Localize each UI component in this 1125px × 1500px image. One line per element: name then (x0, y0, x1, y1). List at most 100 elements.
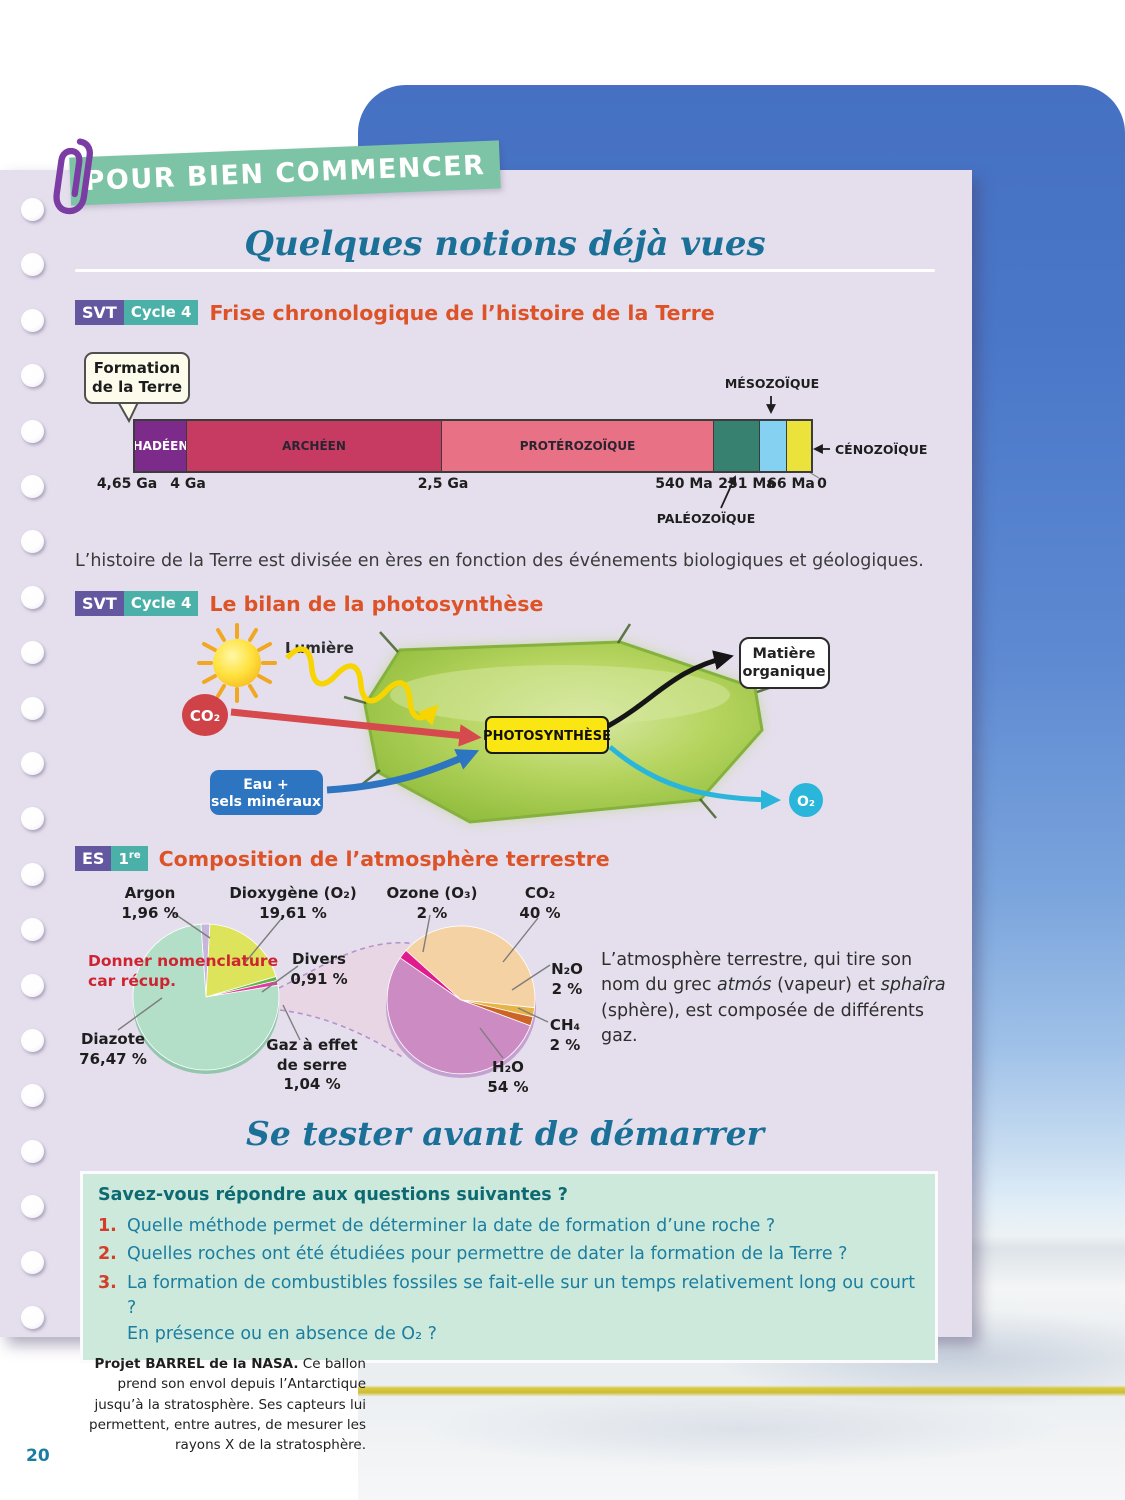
o2-arrow (608, 745, 781, 810)
binder-hole (21, 308, 44, 332)
timeline-tick: 2,5 Ga (417, 476, 469, 492)
pie-label-co2: CO₂ 40 % (519, 884, 561, 922)
paperclip-icon (53, 138, 93, 215)
quiz-header: Savez-vous répondre aux questions suivan… (98, 1185, 568, 1205)
funnel-edge-top (278, 942, 417, 989)
pie-slice (386, 957, 531, 1075)
question-number: 3. (98, 1272, 117, 1293)
binder-hole (21, 253, 44, 277)
text-segment: (vapeur) et (771, 975, 881, 996)
editor-note: Donner nomenclature car récup. (88, 952, 279, 991)
intro-text: L’histoire de la Terre est divisée en èr… (75, 551, 924, 571)
o2-label: O₂ (797, 794, 815, 810)
formation-bubble: Formation de la Terre (84, 352, 190, 405)
pie-slice (132, 923, 280, 1071)
eau-arrow (326, 749, 480, 794)
eau-label-2: sels minéraux (211, 794, 321, 810)
pie-air-composition (132, 923, 280, 1071)
photosynthese-label: PHOTOSYNTHÈSE (483, 728, 611, 744)
timeline-era-protérozoïque: PROTÉROZOÏQUE (442, 421, 714, 471)
timeline-era-archéen: ARCHÉEN (187, 421, 442, 471)
timeline-tick: 66 Ma (767, 476, 815, 492)
question-text: Quelles roches ont été étudiées pour per… (127, 1244, 848, 1265)
pie-label-dioxygene: Dioxygène (O₂) 19,61 % (229, 884, 357, 922)
binder-hole (21, 475, 44, 498)
pie-label-ch4: CH₄ 2 % (549, 1016, 581, 1054)
zoom-funnel (279, 943, 414, 1058)
binder-hole (21, 530, 44, 554)
text-segment: Projet BARREL de la NASA. (94, 1356, 299, 1372)
divider (75, 269, 935, 272)
self-test-title: Se tester avant de démarrer (246, 1114, 764, 1153)
pie-label-h2o: H₂O 54 % (487, 1058, 529, 1096)
matiere-box (739, 637, 830, 689)
binder-hole (21, 419, 44, 443)
section-photosynthese-header: SVT Cycle 4 Le bilan de la photosynthèse (75, 591, 543, 616)
pie-label-ozone: Ozone (O₃) 2 % (386, 884, 478, 922)
binder-hole (21, 198, 44, 221)
quiz-question: 1. Quelle méthode permet de déterminer la… (98, 1214, 920, 1239)
section-atmosphere-header: ES 1re Composition de l’atmosphère terre… (75, 846, 610, 871)
paleozoique-label: PALÉOZOÏQUE (656, 511, 756, 526)
binder-hole (21, 807, 44, 831)
binder-hole (21, 1139, 44, 1163)
lumiere-label: Lumière (285, 639, 354, 657)
mesozoique-label: MÉSOZOÏQUE (724, 376, 820, 391)
co2-bubble (182, 694, 228, 736)
co2-label: CO₂ (190, 707, 220, 725)
timeline-tick: 4 Ga (170, 476, 206, 492)
question-number: 2. (98, 1244, 117, 1265)
svt-cycle4-badge: SVT Cycle 4 (75, 300, 199, 325)
binder-hole (21, 862, 44, 886)
photosynthese-box (485, 716, 609, 754)
timeline-tick: 251 Ma (718, 476, 776, 492)
binder-hole (21, 918, 44, 942)
pie-label-diazote: Diazote 76,47 % (79, 1030, 147, 1068)
text-segment: Ce ballon prend son envol depuis l’Antar… (89, 1356, 366, 1453)
binder-hole (21, 641, 44, 665)
timeline-tick: 540 Ma (655, 476, 713, 492)
question-number: 1. (98, 1216, 117, 1236)
binder-hole (21, 752, 44, 775)
section-atmosphere-title: Composition de l’atmosphère terrestre (158, 846, 610, 871)
atmosphere-paragraph: L’atmosphère terrestre, qui tire son nom… (601, 948, 951, 1050)
binder-hole (21, 1250, 44, 1274)
timeline-bar: HADÉEN ARCHÉEN PROTÉROZOÏQUE (133, 419, 813, 473)
section-frise-title: Frise chronologique de l’histoire de la … (209, 300, 715, 325)
pie-label-ges: Gaz à effet de serre 1,04 % (266, 1036, 358, 1093)
timeline-tick: 0 (817, 476, 827, 492)
quiz-question: 2. Quelles roches ont été étudiées pour p… (98, 1242, 920, 1267)
es-1re-badge: ES 1re (75, 846, 148, 871)
section-photosynthese-title: Le bilan de la photosynthèse (209, 591, 544, 616)
question-text: La formation de combustibles fossiles se… (127, 1272, 916, 1344)
timeline-era-hadéen: HADÉEN (135, 421, 187, 471)
co2-arrow (230, 708, 482, 747)
text-segment: sphaîra (880, 975, 946, 996)
section-frise-header: SVT Cycle 4 Frise chronologique de l’his… (75, 300, 715, 325)
text-segment: atmós (717, 975, 772, 996)
quiz-box: Savez-vous répondre aux questions suivan… (80, 1171, 938, 1363)
timeline-era-cénozoïque (787, 421, 811, 471)
light-wavy-arrow (284, 646, 439, 726)
banner-label: POUR BIEN COMMENCER (84, 149, 486, 197)
matiere-label-2: organique (742, 664, 825, 680)
timeline-era-paléozoïque (714, 421, 760, 471)
matiere-label-1: Matière (753, 646, 816, 662)
photosynthesis-diagram: Lumière CO₂ Eau + sels minéraux PHOTOSYN… (182, 623, 830, 824)
binder-hole (21, 1084, 44, 1108)
binder-hole (21, 364, 44, 388)
pie-greenhouse-gases (386, 925, 536, 1075)
pie-slice (205, 923, 277, 998)
binder-hole (21, 585, 44, 609)
pie-label-divers: Divers 0,91 % (290, 950, 348, 988)
page-title: Quelques notions déjà vues (244, 224, 766, 264)
cenozoique-label: CÉNOZOÏQUE (835, 442, 928, 457)
text-segment: (sphère), est composée de différents gaz… (601, 1000, 925, 1047)
photo-caption: Projet BARREL de la NASA. Ce ballon pren… (88, 1354, 366, 1455)
pie-slice (405, 925, 536, 1009)
quiz-questions: 1. Quelle méthode permet de déterminer la… (98, 1214, 920, 1347)
page-number: 20 (26, 1446, 50, 1466)
svt-cycle4-badge: SVT Cycle 4 (75, 591, 199, 616)
matiere-arrow (606, 650, 734, 729)
binder-hole (21, 1195, 44, 1219)
